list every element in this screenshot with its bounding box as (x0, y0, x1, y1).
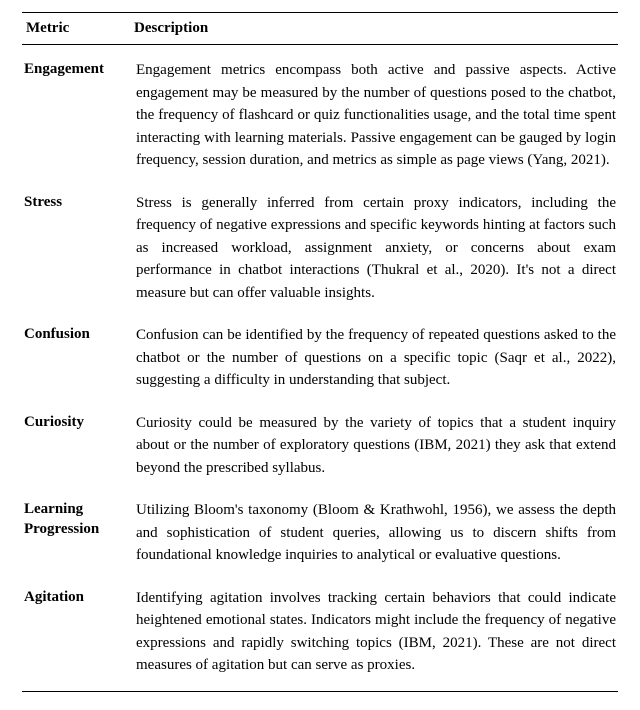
table-header-row: Metric Description (22, 13, 618, 45)
metric-name: Stress (22, 180, 130, 313)
table-row: Engagement Engagement metrics encompass … (22, 45, 618, 180)
header-metric: Metric (22, 13, 130, 45)
metric-name: Engagement (22, 45, 130, 180)
table-row: Confusion Confusion can be identified by… (22, 312, 618, 400)
table-row: Agitation Identifying agitation involves… (22, 575, 618, 692)
metric-name: Learning Progression (22, 487, 130, 575)
metric-description: Stress is generally inferred from certai… (130, 180, 618, 313)
metric-name: Confusion (22, 312, 130, 400)
metric-description: Curiosity could be measured by the varie… (130, 400, 618, 488)
metric-description: Confusion can be identified by the frequ… (130, 312, 618, 400)
metric-name: Agitation (22, 575, 130, 692)
header-description: Description (130, 13, 618, 45)
table-row: Curiosity Curiosity could be measured by… (22, 400, 618, 488)
metric-description: Identifying agitation involves tracking … (130, 575, 618, 692)
metric-description: Engagement metrics encompass both active… (130, 45, 618, 180)
metric-description: Utilizing Bloom's taxonomy (Bloom & Krat… (130, 487, 618, 575)
metrics-table: Metric Description Engagement Engagement… (22, 12, 618, 692)
table-row: Learning Progression Utilizing Bloom's t… (22, 487, 618, 575)
metrics-table-container: Metric Description Engagement Engagement… (0, 0, 640, 710)
table-row: Stress Stress is generally inferred from… (22, 180, 618, 313)
metric-name: Curiosity (22, 400, 130, 488)
